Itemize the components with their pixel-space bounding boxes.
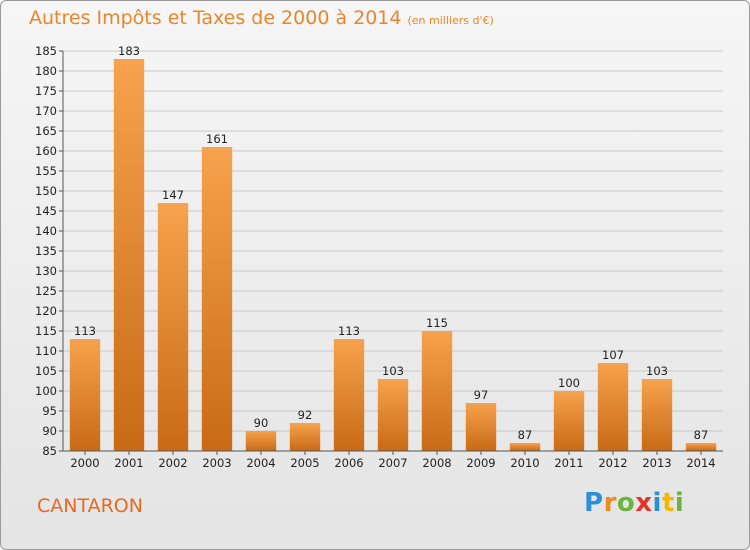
x-tick-label: 2001 [114,456,143,470]
bar [333,339,365,451]
x-tick-label: 2002 [158,456,187,470]
y-tick-label: 180 [35,64,57,78]
x-tick-label: 2014 [686,456,715,470]
chart-subtitle: (en milliers d'€) [407,14,494,27]
data-label: 183 [118,44,140,58]
y-tick-label: 150 [35,184,57,198]
data-label: 115 [426,316,448,330]
data-label: 87 [518,428,533,442]
y-tick-label: 115 [35,324,57,338]
data-label: 103 [382,364,404,378]
chart-title: Autres Impôts et Taxes de 2000 à 2014 [29,7,402,29]
bar [245,431,277,451]
bar [201,147,233,451]
bar [157,203,189,451]
bar [421,331,453,451]
y-tick-label: 155 [35,164,57,178]
y-tick-label: 130 [35,264,57,278]
y-tick-label: 110 [35,344,57,358]
bar [377,379,409,451]
x-tick-label: 2012 [598,456,627,470]
logo-letter: o [616,488,636,518]
y-tick-label: 95 [42,404,57,418]
logo-letter: P [584,488,604,518]
data-label: 87 [694,428,709,442]
logo-letter: t [661,488,675,518]
y-tick-label: 105 [35,364,57,378]
bar [289,423,321,451]
y-tick-label: 145 [35,204,57,218]
axes: 85 90 95 100 105 110 115 120 125 130 135 140 145 150 1… [35,44,723,470]
x-tick-label: 2003 [202,456,231,470]
x-tick-label: 2011 [554,456,583,470]
y-tick-label: 135 [35,244,57,258]
commune-name: CANTARON [37,495,143,517]
data-label: 161 [206,132,228,146]
x-tick-label: 2005 [290,456,319,470]
x-tick-label: 2006 [334,456,363,470]
x-tick-label: 2009 [466,456,495,470]
data-label: 90 [254,416,269,430]
data-label: 147 [162,188,184,202]
bar [553,391,585,451]
proxiti-logo[interactable]: Proxiti [584,488,684,518]
y-tick-label: 100 [35,384,57,398]
data-label: 113 [74,324,96,338]
data-label: 100 [558,376,580,390]
data-labels: 113 183 147 161 90 92 113 103 115 97 87 100 107 103 87 [74,44,708,442]
bar [69,339,101,451]
y-tick-label: 170 [35,104,57,118]
y-tick-label: 140 [35,224,57,238]
x-tick-label: 2008 [422,456,451,470]
bar [465,403,497,451]
x-tick-label: 2007 [378,456,407,470]
y-tick-label: 125 [35,284,57,298]
y-tick-label: 120 [35,304,57,318]
bar [597,363,629,451]
logo-letter: i [652,488,662,518]
bar [509,443,541,451]
data-label: 107 [602,348,624,362]
title-row: Autres Impôts et Taxes de 2000 à 2014 (en… [29,7,494,29]
y-tick-label: 175 [35,84,57,98]
bar [685,443,717,451]
data-label: 113 [338,324,360,338]
y-tick-label: 85 [42,444,57,458]
bars [69,59,717,451]
data-label: 92 [298,408,313,422]
data-label: 103 [646,364,668,378]
y-tick-label: 165 [35,124,57,138]
x-tick-label: 2000 [70,456,99,470]
y-tick-label: 160 [35,144,57,158]
x-tick-label: 2010 [510,456,539,470]
logo-letter: x [635,488,653,518]
x-tick-label: 2013 [642,456,671,470]
bar [113,59,145,451]
logo-letter: i [674,488,685,518]
data-label: 97 [474,388,489,402]
x-tick-label: 2004 [246,456,275,470]
y-tick-label: 90 [42,424,57,438]
y-tick-label: 185 [35,44,57,58]
bar [641,379,673,451]
logo-letter: r [603,488,617,518]
